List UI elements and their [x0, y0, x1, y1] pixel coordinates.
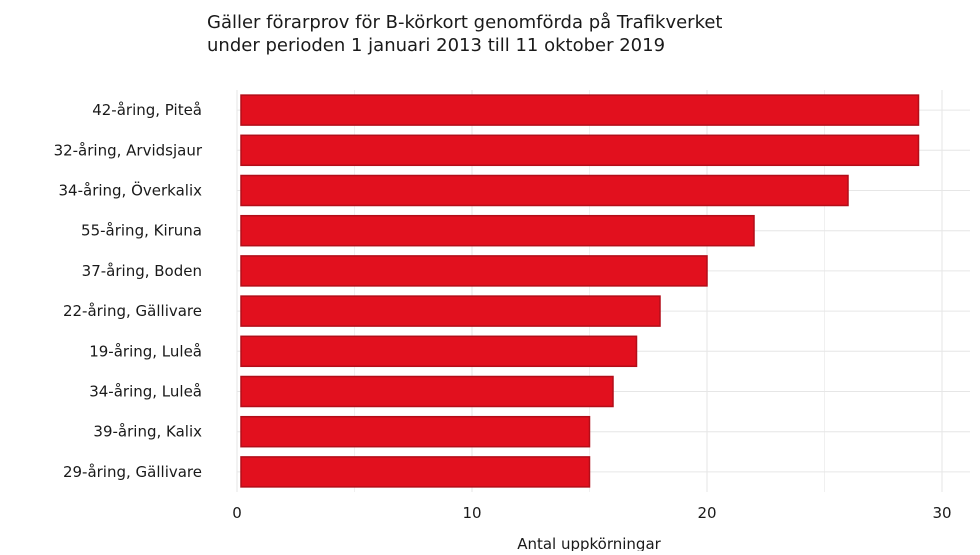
category-label: 55-åring, Kiruna	[81, 222, 202, 240]
bar	[240, 134, 920, 167]
x-tick-label: 10	[462, 504, 481, 522]
x-tick-label: 30	[932, 504, 951, 522]
category-label: 19-åring, Luleå	[89, 342, 202, 360]
category-label: 37-åring, Boden	[82, 262, 202, 280]
chart-title: Gäller förarprov för B-körkort genomförd…	[207, 12, 723, 56]
bar	[240, 214, 755, 247]
bar	[240, 375, 614, 408]
bar	[240, 456, 591, 488]
x-tick-label: 0	[232, 504, 242, 522]
category-label: 32-åring, Arvidsjaur	[54, 141, 203, 159]
bar	[240, 255, 708, 287]
x-tick-label: 20	[697, 504, 716, 522]
category-label: 42-åring, Piteå	[92, 101, 202, 119]
bar	[240, 174, 849, 207]
chart-title-line: Gäller förarprov för B-körkort genomförd…	[207, 12, 723, 33]
category-labels: 42-åring, Piteå 32-åring, Arvidsjaur 34-år…	[54, 101, 203, 481]
chart-title-line: under perioden 1 januari 2013 till 11 ok…	[207, 35, 665, 56]
x-tick-labels: 0 10 20 30	[232, 504, 951, 522]
bar	[240, 335, 638, 368]
bar	[240, 295, 661, 327]
category-label: 29-åring, Gällivare	[63, 463, 202, 481]
category-label: 34-åring, Överkalix	[59, 181, 203, 200]
bars	[240, 94, 920, 488]
bar	[240, 415, 591, 448]
bar	[240, 94, 920, 126]
category-label: 22-åring, Gällivare	[63, 302, 202, 320]
category-label: 39-åring, Kalix	[93, 423, 202, 441]
category-label: 34-åring, Luleå	[89, 383, 202, 401]
x-axis-label: Antal uppkörningar	[517, 535, 661, 551]
